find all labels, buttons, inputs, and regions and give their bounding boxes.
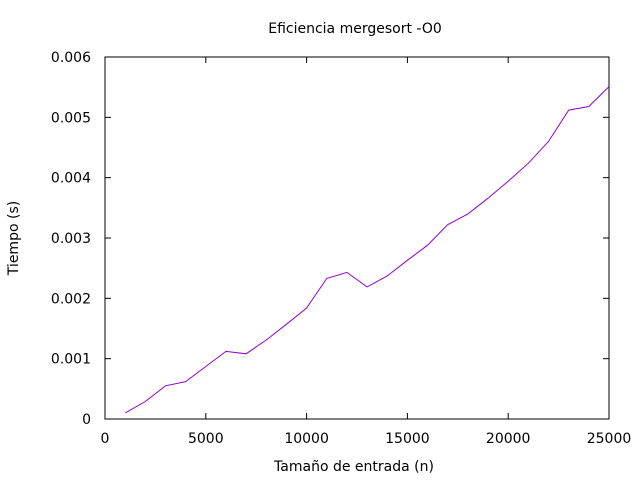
y-axis-label: Tiempo (s) <box>6 201 22 276</box>
x-tick-label: 20000 <box>486 431 531 447</box>
y-tick-label: 0.002 <box>51 291 91 307</box>
y-tick-label: 0.006 <box>51 50 91 66</box>
plot-frame <box>104 56 610 420</box>
y-tick-label: 0.005 <box>51 110 91 126</box>
y-tick-label: 0 <box>82 412 91 428</box>
x-tick-label: 0 <box>101 431 110 447</box>
series-line <box>124 86 610 414</box>
axis-ticks: 0 5000 10000 15000 20000 25000 0 0.001 0.002 0.00… <box>51 50 631 447</box>
chart-title: Eficiencia mergesort -O0 <box>268 21 442 37</box>
x-tick-label: 15000 <box>385 431 430 447</box>
x-axis-label: Tamaño de entrada (n) <box>273 459 434 475</box>
series-layer <box>124 86 610 414</box>
x-tick-label: 25000 <box>587 431 632 447</box>
x-tick-label: 10000 <box>284 431 329 447</box>
y-tick-label: 0.003 <box>51 231 91 247</box>
y-tick-label: 0.001 <box>51 352 91 368</box>
y-tick-label: 0.004 <box>51 171 91 187</box>
x-tick-label: 5000 <box>188 431 224 447</box>
